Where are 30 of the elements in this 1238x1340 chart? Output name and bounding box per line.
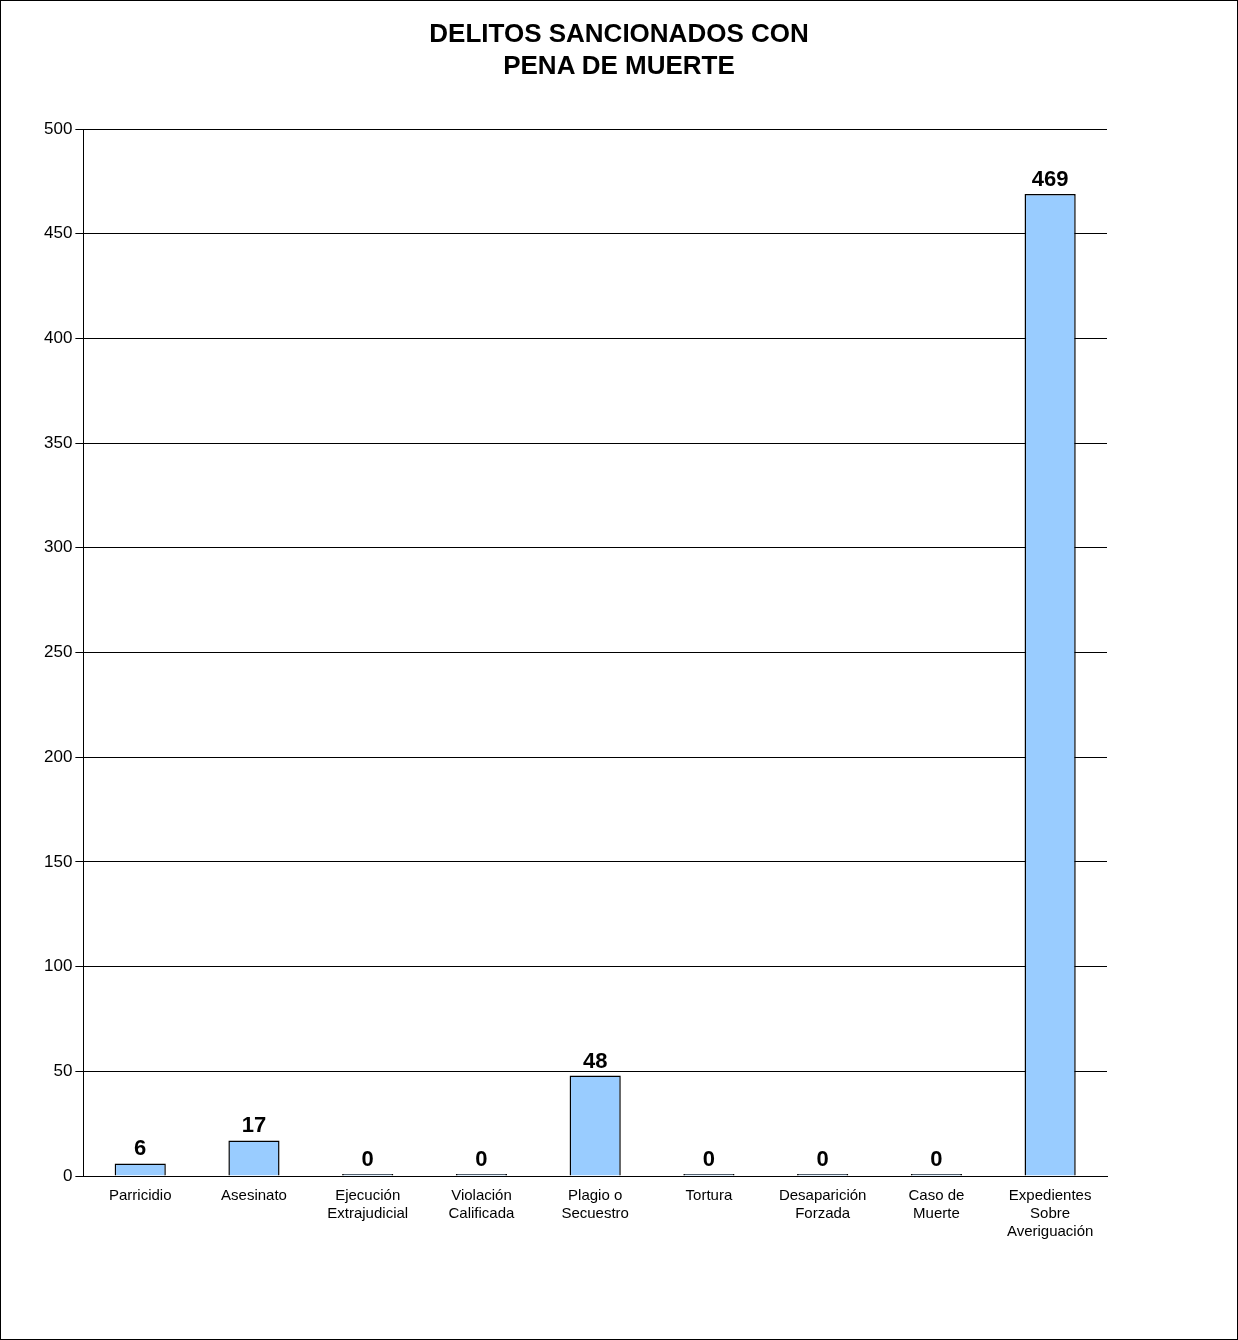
chart-title: DELITOS SANCIONADOS CON PENA DE MUERTE (429, 17, 809, 81)
x-tick-label: Desaparición Forzada (778, 1186, 867, 1222)
data-label: 0 (475, 1146, 488, 1172)
y-tick-label: 150 (43, 851, 73, 871)
y-tick-label: 100 (43, 956, 73, 976)
data-label: 0 (361, 1146, 374, 1172)
data-label: 469 (1031, 165, 1069, 191)
data-label: 17 (241, 1112, 267, 1138)
y-tick-label: 50 (53, 1060, 73, 1080)
x-tick-label: Caso de Muerte (908, 1186, 965, 1222)
y-tick-label: 450 (43, 223, 73, 243)
x-tick-label: Ejecución Extrajudicial (327, 1186, 409, 1222)
y-tick-label: 300 (43, 537, 73, 557)
x-tick-label: Asesinato (221, 1186, 287, 1204)
x-tick-label: Plagio o Secuestro (561, 1186, 629, 1222)
x-tick-label: Expedientes Sobre Averiguación (1006, 1186, 1094, 1240)
y-tick-label: 400 (43, 328, 73, 348)
y-tick-label: 200 (43, 746, 73, 766)
data-label: 48 (582, 1047, 608, 1073)
x-tick-label: Violación Calificada (448, 1186, 516, 1222)
y-tick-label: 250 (43, 642, 73, 662)
data-label: 0 (816, 1146, 829, 1172)
data-label: 0 (930, 1146, 943, 1172)
data-label: 6 (134, 1135, 147, 1161)
y-tick-label: 0 (62, 1165, 73, 1185)
x-tick-label: Tortura (685, 1186, 733, 1204)
data-label: 0 (702, 1146, 716, 1172)
y-tick-label: 350 (43, 432, 73, 452)
x-tick-label: Parricidio (108, 1186, 172, 1204)
y-tick-label: 500 (43, 118, 73, 138)
